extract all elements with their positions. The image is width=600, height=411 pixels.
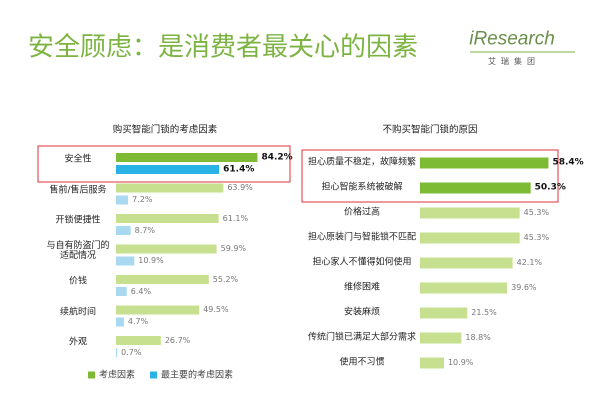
logo-subtitle: 艾瑞集团 xyxy=(488,57,540,67)
category-label: 售前/售后服务 xyxy=(49,185,107,196)
value-label: 4.7% xyxy=(127,317,149,327)
value-label: 45.3% xyxy=(523,208,550,218)
bar xyxy=(420,207,520,219)
bar xyxy=(116,336,161,345)
bar xyxy=(116,244,217,254)
legend-swatch xyxy=(88,371,95,379)
value-label: 63.9% xyxy=(227,183,253,193)
category-label: 使用不习惯 xyxy=(339,357,385,368)
bar xyxy=(116,275,209,284)
bar xyxy=(420,332,462,344)
category-label: 安全性 xyxy=(64,154,92,165)
value-label: 59.9% xyxy=(220,244,247,254)
bar xyxy=(116,348,118,357)
legend-label: 最主要的考虑因素 xyxy=(161,370,234,381)
legend-swatch xyxy=(150,371,158,379)
bar xyxy=(420,282,508,294)
bar xyxy=(116,165,220,174)
category-label: 维修困难 xyxy=(343,282,381,293)
category-label: 担心家人不懂得如何使用 xyxy=(312,257,412,268)
bar xyxy=(116,226,131,235)
bar xyxy=(420,182,531,194)
bar xyxy=(116,183,224,193)
bar xyxy=(116,153,258,162)
highlight-box xyxy=(301,149,559,203)
logo: iResearch xyxy=(469,28,555,50)
value-label: 84.2% xyxy=(261,152,293,163)
bar xyxy=(420,232,520,244)
value-label: 18.8% xyxy=(465,333,491,343)
category-label: 与自有防盗门的 适配情况 xyxy=(46,240,110,262)
value-label: 8.7% xyxy=(134,225,155,235)
bar xyxy=(116,195,129,205)
value-label: 26.7% xyxy=(164,335,191,345)
value-label: 0.7% xyxy=(121,347,142,357)
category-label: 传统门锁已满足大部分需求 xyxy=(307,332,417,343)
category-label: 价格过高 xyxy=(343,207,381,218)
bar xyxy=(116,256,135,266)
highlight-box xyxy=(37,145,291,183)
legend-label: 考虑因素 xyxy=(99,370,136,381)
bar xyxy=(116,317,124,327)
value-label: 61.1% xyxy=(222,213,249,223)
category-label: 续航时间 xyxy=(59,307,97,318)
category-label: 担心原装门与智能锁不匹配 xyxy=(307,232,417,243)
value-label: 45.3% xyxy=(523,233,550,243)
category-label: 外观 xyxy=(68,337,88,348)
value-label: 61.4% xyxy=(223,164,255,175)
value-label: 58.4% xyxy=(552,157,584,168)
value-label: 21.5% xyxy=(471,308,497,318)
bar xyxy=(116,287,127,296)
bar xyxy=(420,307,468,319)
value-label: 6.4% xyxy=(130,286,152,296)
value-label: 39.6% xyxy=(511,283,537,293)
chart-title: 不购买智能门锁的原因 xyxy=(382,124,478,136)
chart-title: 购买智能门锁的考虑因素 xyxy=(112,124,218,136)
category-label: 安装麻烦 xyxy=(343,307,381,318)
category-label: 价钱 xyxy=(68,276,88,287)
value-label: 7.2% xyxy=(132,195,153,205)
bar xyxy=(420,157,549,169)
value-label: 55.2% xyxy=(212,274,239,284)
page-title: 安全顾虑：是消费者最关心的因素 xyxy=(28,32,419,63)
value-label: 10.9% xyxy=(138,256,164,266)
category-label: 担心智能系统被破解 xyxy=(321,182,403,193)
bar xyxy=(420,357,444,369)
value-label: 42.1% xyxy=(516,258,543,268)
bar xyxy=(116,214,219,223)
category-label: 担心质量不稳定，故障频繁 xyxy=(307,157,417,168)
bar xyxy=(116,305,200,315)
category-label: 开锁便捷性 xyxy=(55,215,101,226)
value-label: 10.9% xyxy=(447,358,474,368)
value-label: 49.5% xyxy=(203,305,229,315)
value-label: 50.3% xyxy=(534,182,566,193)
bar xyxy=(420,257,513,269)
